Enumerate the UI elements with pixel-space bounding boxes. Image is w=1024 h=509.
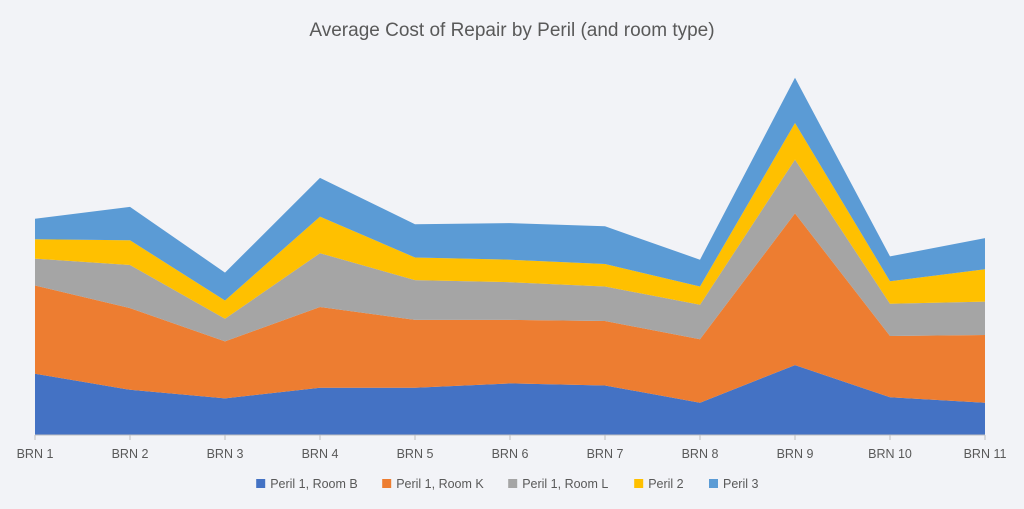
area-series-peril-1-room-l (35, 159, 985, 342)
x-tick-label: BRN 4 (302, 447, 339, 461)
legend-swatch (709, 479, 718, 488)
x-tick-label: BRN 7 (587, 447, 624, 461)
x-tick-label: BRN 8 (682, 447, 719, 461)
legend-label: Peril 1, Room K (396, 477, 484, 491)
legend-label: Peril 1, Room B (270, 477, 358, 491)
legend-item-peril-1-room-b: Peril 1, Room B (256, 477, 358, 491)
legend-label: Peril 1, Room L (522, 477, 608, 491)
area-series-peril-3 (35, 77, 985, 301)
x-tick-label: BRN 9 (777, 447, 814, 461)
legend-item-peril-3: Peril 3 (709, 477, 758, 491)
x-tick-label: BRN 2 (112, 447, 149, 461)
legend-label: Peril 2 (648, 477, 683, 491)
x-tick-label: BRN 11 (964, 447, 1007, 461)
legend-swatch (382, 479, 392, 488)
legend-label: Peril 3 (723, 477, 758, 491)
legend-item-peril-1-room-l: Peril 1, Room L (508, 477, 608, 491)
legend-swatch (634, 479, 644, 488)
x-tick-label: BRN 10 (868, 447, 912, 461)
area-series-peril-1-room-k (35, 213, 985, 403)
x-tick-label: BRN 1 (17, 447, 54, 461)
legend-swatch (256, 479, 266, 488)
areas-layer (35, 77, 985, 435)
x-tick-label: BRN 3 (207, 447, 244, 461)
area-series-peril-2 (35, 123, 985, 319)
legend-item-peril-2: Peril 2 (634, 477, 684, 491)
x-tick-labels: BRN 1 BRN 2 BRN 3 BRN 4 BRN 5 BRN 6 BRN 7 BRN 8… (17, 435, 1007, 461)
x-tick-label: BRN 6 (492, 447, 529, 461)
x-tick-label: BRN 5 (397, 447, 434, 461)
area-series-peril-1-room-b (35, 365, 985, 435)
legend-item-peril-1-room-k: Peril 1, Room K (382, 477, 484, 491)
chart-title: Average Cost of Repair by Peril (and roo… (309, 20, 714, 41)
legend-swatch (508, 479, 518, 488)
legend: Peril 1, Room B Peril 1, Room K Peril 1, R… (256, 477, 758, 491)
